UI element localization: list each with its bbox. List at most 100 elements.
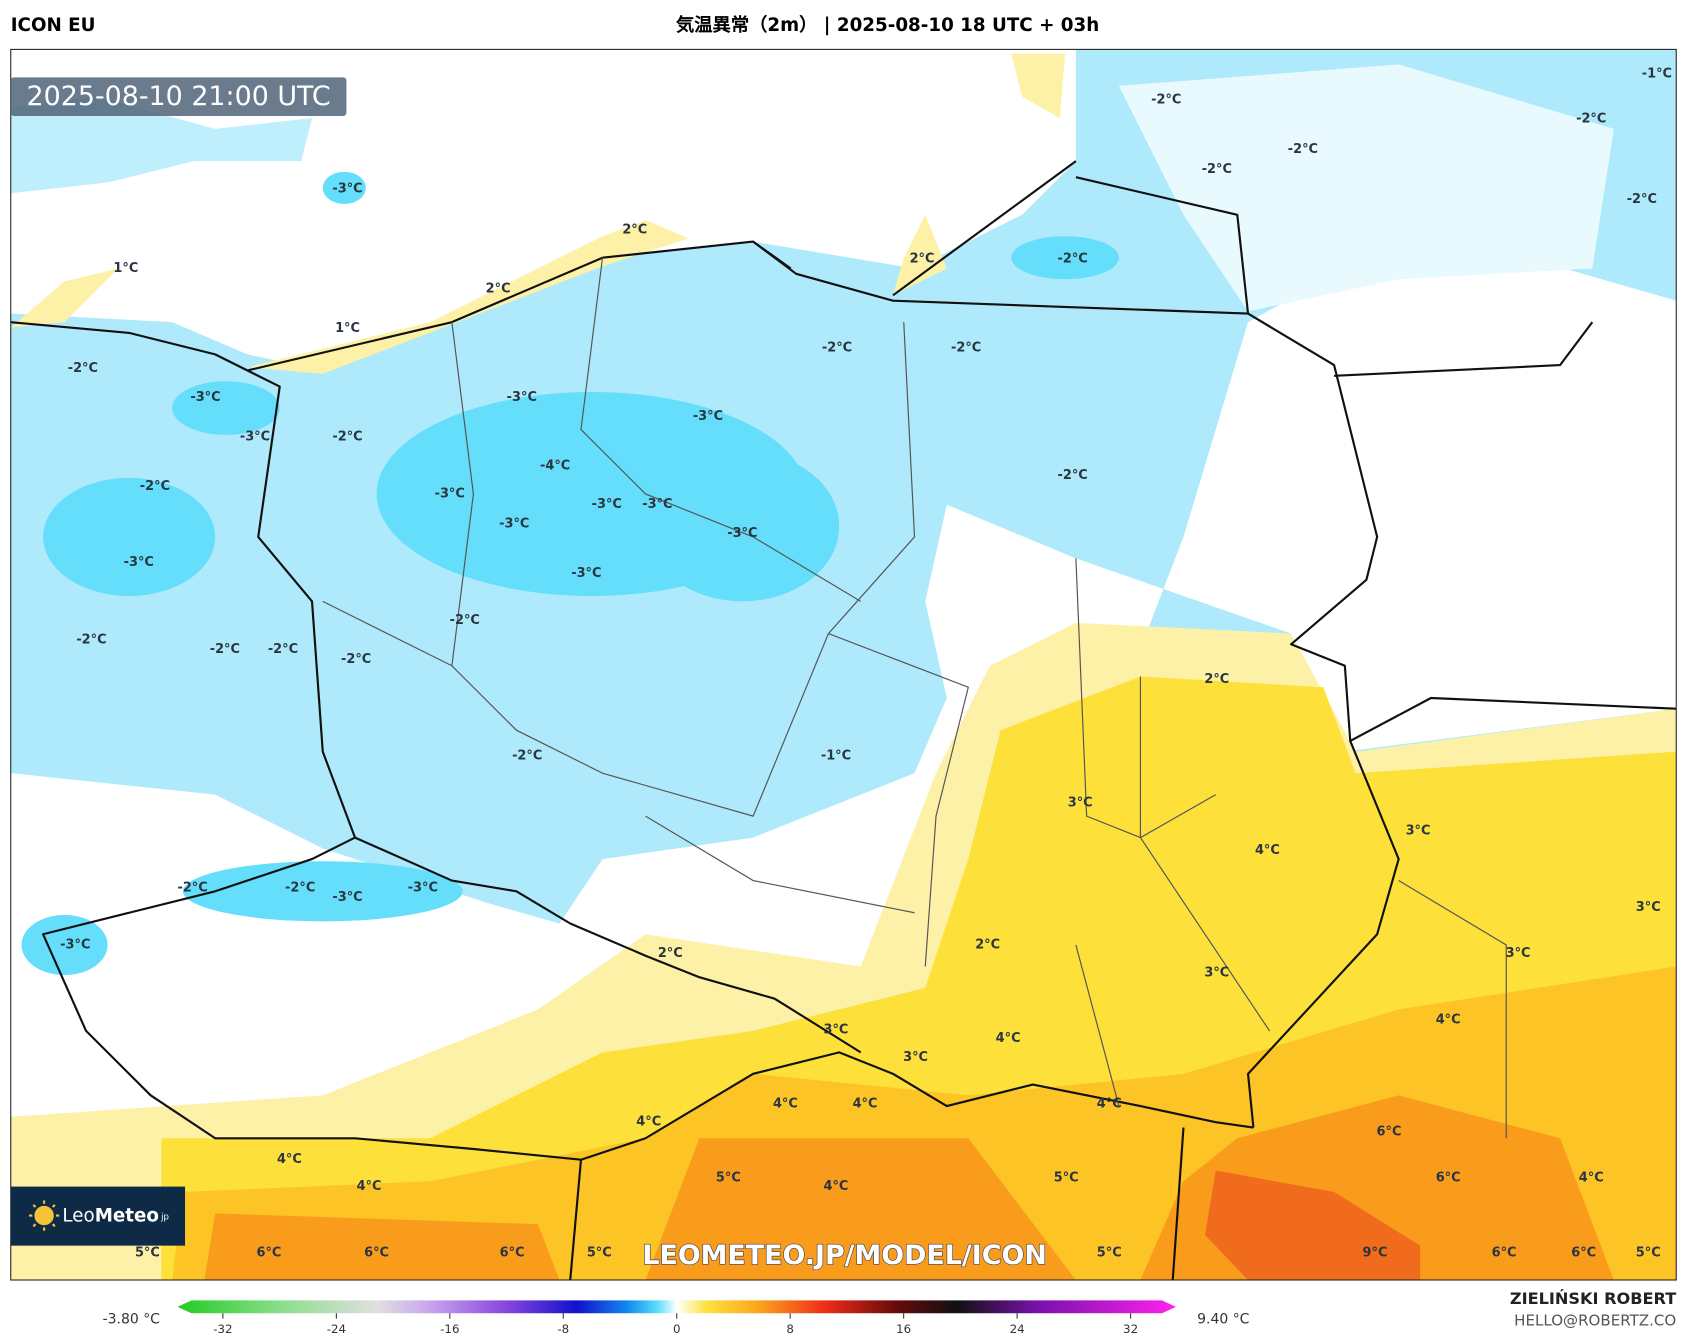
contour-label: -2°C bbox=[450, 613, 480, 628]
contour-label: -2°C bbox=[210, 642, 240, 657]
contour-label: -2°C bbox=[1627, 192, 1657, 207]
anomaly-field bbox=[10, 236, 1677, 1139]
contour-label: 3°C bbox=[1406, 824, 1431, 839]
contour-label: 4°C bbox=[1436, 1013, 1461, 1028]
logo-text: Leo bbox=[62, 1206, 94, 1227]
colorbar-tick-label: 16 bbox=[896, 1322, 911, 1336]
colorbar-tick-label: -32 bbox=[213, 1322, 232, 1336]
contour-label: -3°C bbox=[507, 390, 537, 405]
contour-label: -3°C bbox=[408, 881, 438, 896]
contour-label: 2°C bbox=[622, 222, 647, 237]
colorbar-tick-label: 24 bbox=[1010, 1322, 1025, 1336]
contour-label: 5°C bbox=[1636, 1246, 1661, 1261]
contour-label: 2°C bbox=[910, 251, 935, 266]
contact: HELLO@ROBERTZ.CO bbox=[1514, 1311, 1676, 1329]
contour-label: 3°C bbox=[1636, 900, 1661, 915]
contour-label: -2°C bbox=[512, 748, 542, 763]
contour-label: 4°C bbox=[773, 1096, 798, 1111]
contour-label: -3°C bbox=[571, 566, 601, 581]
contour-label: -2°C bbox=[1202, 162, 1232, 177]
time-badge bbox=[10, 77, 347, 116]
anomaly-field bbox=[10, 96, 313, 194]
contour-label: 4°C bbox=[853, 1096, 878, 1111]
anomaly-field bbox=[21, 171, 1119, 976]
contour-label: 4°C bbox=[1579, 1171, 1604, 1186]
contour-label: 3°C bbox=[1068, 796, 1093, 811]
contour-label: -2°C bbox=[68, 361, 98, 376]
contour-label: -2°C bbox=[285, 881, 315, 896]
contour-label: 6°C bbox=[1377, 1124, 1402, 1139]
contour-label: 4°C bbox=[824, 1179, 849, 1194]
contour-label: 4°C bbox=[277, 1152, 302, 1167]
contour-label: -2°C bbox=[76, 633, 106, 648]
anomaly-field bbox=[1205, 1170, 1421, 1281]
contour-label: 6°C bbox=[1436, 1171, 1461, 1186]
contour-label: -2°C bbox=[951, 340, 981, 355]
contour-label: -2°C bbox=[1576, 112, 1606, 127]
contour-label: 2°C bbox=[658, 946, 683, 961]
contour-label: -3°C bbox=[435, 486, 465, 501]
contour-label: -3°C bbox=[642, 497, 672, 512]
contour-label: -3°C bbox=[499, 517, 529, 532]
contour-label: -3°C bbox=[190, 390, 220, 405]
contour-label: 2°C bbox=[486, 281, 511, 296]
country-border bbox=[10, 160, 1677, 1281]
colorbar-tick-label: 32 bbox=[1123, 1322, 1138, 1336]
anomaly-field bbox=[1118, 64, 1614, 312]
region-border bbox=[322, 257, 1507, 1139]
contour-label: -2°C bbox=[341, 652, 371, 667]
contour-label: -1°C bbox=[821, 748, 851, 763]
colorbar-min: -3.80 °C bbox=[103, 1312, 160, 1328]
contour-label: 3°C bbox=[903, 1050, 928, 1065]
contour-label: 4°C bbox=[1097, 1096, 1122, 1111]
logo-text: Meteo bbox=[95, 1206, 159, 1227]
contour-label: -3°C bbox=[124, 555, 154, 570]
contour-labels: 1°C 1°C 2°C 2°C 2°C -3°C -2°C -3°C -3°C -2°C -2°C -… bbox=[60, 67, 1672, 1261]
contour-label: -2°C bbox=[268, 642, 298, 657]
contour-label: 4°C bbox=[1255, 843, 1280, 858]
colorbar-tick-label: -16 bbox=[440, 1322, 459, 1336]
contour-label: 4°C bbox=[636, 1115, 661, 1130]
map-title: 気温異常（2m） | 2025-08-10 18 UTC + 03h bbox=[676, 14, 1099, 36]
colorbar-max: 9.40 °C bbox=[1197, 1312, 1249, 1328]
contour-label: -2°C bbox=[140, 479, 170, 494]
contour-label: -2°C bbox=[1058, 468, 1088, 483]
watermark: LEOMETEO.JP/MODEL/ICON bbox=[642, 1240, 1047, 1271]
contour-label: 5°C bbox=[135, 1246, 160, 1261]
author: ZIELIŃSKI ROBERT bbox=[1510, 1289, 1676, 1308]
contour-label: -2°C bbox=[332, 430, 362, 445]
map-frame bbox=[10, 48, 1677, 1281]
colorbar: -32 -24 -16 -8 0 8 16 24 32 bbox=[177, 1300, 1176, 1336]
contour-label: 4°C bbox=[357, 1179, 382, 1194]
contour-label: 6°C bbox=[257, 1246, 282, 1261]
contour-label: 3°C bbox=[1506, 946, 1531, 961]
logo-text: LeoMeteo jp bbox=[62, 1206, 169, 1227]
valid-time: 2025-08-10 21:00 UTC bbox=[27, 81, 331, 112]
contour-label: 5°C bbox=[1097, 1246, 1122, 1261]
contour-label: -3°C bbox=[60, 937, 90, 952]
contour-label: -2°C bbox=[1058, 251, 1088, 266]
model-name: ICON EU bbox=[11, 15, 96, 36]
contour-label: 3°C bbox=[1204, 965, 1229, 980]
contour-label: -2°C bbox=[1288, 142, 1318, 157]
contour-label: 9°C bbox=[1363, 1246, 1388, 1261]
logo-sun bbox=[29, 1200, 60, 1231]
contour-label: -3°C bbox=[240, 430, 270, 445]
contour-label: 6°C bbox=[500, 1246, 525, 1261]
contour-label: 5°C bbox=[587, 1246, 612, 1261]
colorbar-bar bbox=[177, 1300, 1176, 1314]
contour-label: 2°C bbox=[1204, 672, 1229, 687]
contour-label: 1°C bbox=[335, 321, 360, 336]
contour-label: 6°C bbox=[1571, 1246, 1596, 1261]
contour-label: 3°C bbox=[824, 1022, 849, 1037]
contour-label: -4°C bbox=[540, 459, 570, 474]
contour-label: 6°C bbox=[1492, 1246, 1517, 1261]
colorbar-tick-label: -8 bbox=[557, 1322, 569, 1336]
contour-label: -2°C bbox=[1151, 92, 1181, 107]
contour-label: -2°C bbox=[822, 340, 852, 355]
contour-label: -1°C bbox=[1642, 67, 1672, 82]
colorbar-tick-label: 8 bbox=[786, 1322, 794, 1336]
logo-text: jp bbox=[160, 1212, 169, 1222]
contour-label: -2°C bbox=[177, 881, 207, 896]
